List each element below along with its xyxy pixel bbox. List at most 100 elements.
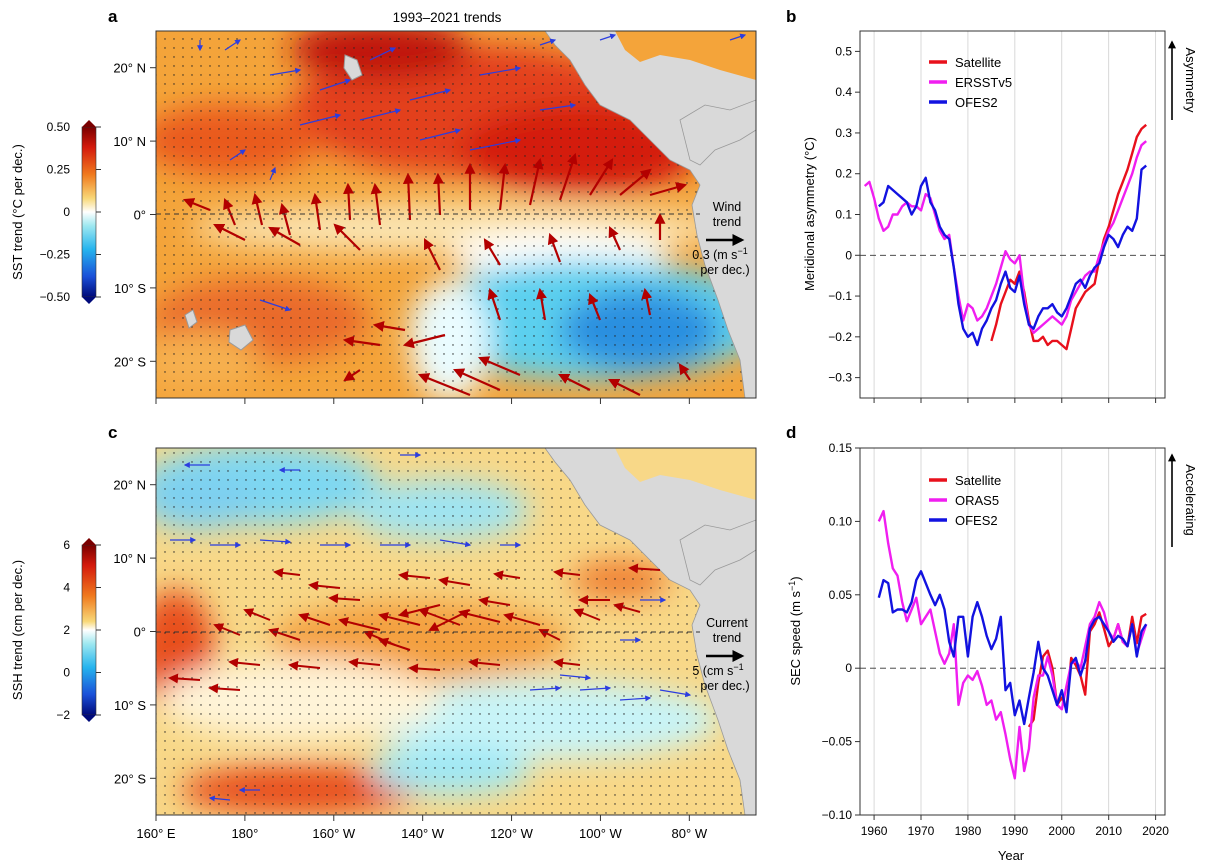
- colorbar-tick-label: −0.50: [40, 290, 71, 304]
- sst-colorbar-ticks: 0.50 0.25 0 −0.25 −0.50: [40, 120, 101, 304]
- y-tick-label: 0.5: [835, 44, 852, 58]
- y-tick-label: 0.15: [829, 441, 853, 455]
- colorbar-tick-label: 0: [63, 666, 70, 680]
- y-tick-label: 0.10: [829, 514, 853, 528]
- colorbar-tick-label: −0.25: [40, 248, 71, 262]
- island-3: [184, 309, 198, 329]
- lat-tick-label: 10° N: [113, 134, 146, 149]
- island-1: [343, 54, 363, 81]
- colorbar-tick-label: −2: [56, 708, 70, 722]
- panel-a-lon-ticks: [155, 398, 690, 404]
- panel-d-ylabel-end: ): [788, 576, 803, 580]
- lat-tick-label: 20° N: [113, 478, 146, 493]
- wind-trend-arrows: [182, 33, 747, 397]
- current-trend-arrows: [168, 452, 692, 802]
- panel-a-letter: a: [108, 7, 118, 26]
- colorbar-tick-label: 2: [63, 623, 70, 637]
- panel-d-ylabel: SEC speed (m s−1): [787, 576, 803, 685]
- sst-map-field: [156, 31, 756, 398]
- asymmetry-label: Asymmetry: [1183, 48, 1198, 114]
- current-legend-line4: per dec.): [700, 679, 749, 693]
- lon-tick-label: 100° W: [579, 826, 623, 841]
- caribbean-sea-c: [615, 448, 756, 500]
- series-line-ofes2: [877, 570, 1148, 726]
- y-tick-label: 0.1: [835, 208, 852, 222]
- lat-tick-label: 10° N: [113, 551, 146, 566]
- lat-tick-label: 0°: [134, 208, 146, 223]
- ssh-map-field: [156, 448, 756, 815]
- lon-tick-label: 140° W: [401, 826, 445, 841]
- current-trend-legend: Current trend 5 (cm s−1 per dec.): [692, 616, 749, 693]
- panel-c-lat-axis: 20° N 10° N 0° 10° S 20° S: [113, 478, 156, 786]
- lat-tick-label: 20° N: [113, 61, 146, 76]
- y-tick-label: −0.1: [828, 289, 852, 303]
- ssh-colorbar: 6 4 2 0 −2 SSH trend (cm per dec.): [10, 538, 101, 722]
- island-2: [228, 324, 254, 351]
- panel-b: b 0.5 0.4 0.3 0.2 0.1 0 −0.1 −0.2 −0.3 Satellite E…: [786, 7, 1198, 403]
- legend-label: ORAS5: [955, 493, 999, 508]
- panel-d-ylabel-sup: −1: [787, 581, 797, 591]
- current-legend-line3: 5 (cm s−1: [692, 662, 743, 678]
- legend-label: OFES2: [955, 95, 998, 110]
- wind-legend-sup: −1: [737, 246, 747, 256]
- ssh-colorbar-bar: [81, 544, 97, 716]
- lat-tick-label: 10° S: [114, 281, 146, 296]
- sst-colorbar-bottom-cap: [82, 297, 96, 304]
- ssh-colorbar-ticks: 6 4 2 0 −2: [56, 538, 101, 722]
- accelerating-label: Accelerating: [1183, 464, 1198, 536]
- y-tick-label: 0: [845, 661, 852, 675]
- chart-frame: [859, 30, 1166, 399]
- panel-a-title: 1993–2021 trends: [393, 10, 502, 25]
- panel-a-lat-axis: 20° N 10° N 0° 10° S 20° S: [113, 61, 156, 369]
- chart-b: 0.5 0.4 0.3 0.2 0.1 0 −0.1 −0.2 −0.3 Satellite ERS…: [828, 30, 1166, 403]
- x-tick-label: 2000: [1048, 824, 1075, 838]
- lat-tick-label: 20° S: [114, 771, 146, 786]
- ssh-colorbar-bottom-cap: [82, 715, 96, 722]
- panel-c: c: [10, 423, 757, 841]
- legend-label: ERSSTv5: [955, 75, 1012, 90]
- panel-c-letter: c: [108, 423, 117, 442]
- series-line-ersstv5: [863, 140, 1147, 334]
- wind-arrows-weak: [197, 33, 747, 312]
- x-tick-label: 1960: [861, 824, 888, 838]
- sst-colorbar-top-cap: [82, 120, 96, 127]
- panel-d: d 0.15 0.10 0.05 0 −0.05 −0.10 1960 1970 1980 199…: [786, 423, 1198, 863]
- lon-tick-label: 160° E: [136, 826, 176, 841]
- wind-arrows-strong: [182, 152, 691, 397]
- current-legend-line2: trend: [713, 631, 742, 645]
- central-america-land-c: [679, 519, 756, 586]
- y-tick-label: 0.4: [835, 85, 852, 99]
- legend-label: Satellite: [955, 55, 1001, 70]
- central-america-land: [679, 99, 756, 166]
- panel-d-xlabel: Year: [998, 848, 1025, 863]
- x-tick-label: 2010: [1095, 824, 1122, 838]
- chart-d: 0.15 0.10 0.05 0 −0.05 −0.10 1960 1970 1980 1990 2…: [822, 441, 1170, 838]
- panel-d-letter: d: [786, 423, 796, 442]
- y-tick-label: 0.2: [835, 167, 852, 181]
- x-tick-label: 1990: [1001, 824, 1028, 838]
- y-tick-label: 0: [845, 248, 852, 262]
- legend-label: Satellite: [955, 473, 1001, 488]
- wind-legend-line2: trend: [713, 215, 742, 229]
- series-line-satellite: [990, 123, 1147, 351]
- sst-colorbar: 0.50 0.25 0 −0.25 −0.50 SST trend (°C per de…: [10, 120, 101, 304]
- panel-c-lon-axis: 160° E 180° 160° W 140° W 120° W 100° W 80° W: [136, 815, 708, 841]
- current-arrows-strong: [168, 563, 661, 694]
- wind-legend-line3: 0.3 (m s−1: [692, 246, 747, 262]
- panel-b-ylabel: Meridional asymmetry (°C): [802, 137, 817, 291]
- sst-colorbar-label: SST trend (°C per dec.): [10, 144, 25, 280]
- ssh-colorbar-label: SSH trend (cm per dec.): [10, 560, 25, 700]
- y-tick-label: −0.2: [828, 330, 852, 344]
- colorbar-tick-label: 6: [63, 538, 70, 552]
- chart-frame: [859, 447, 1166, 816]
- lat-tick-label: 10° S: [114, 698, 146, 713]
- series-line-ofes2: [878, 164, 1147, 347]
- wind-legend-line1: Wind: [713, 200, 742, 214]
- series-line-oras5: [877, 509, 1148, 780]
- lat-tick-label: 20° S: [114, 354, 146, 369]
- y-tick-label: −0.05: [822, 735, 853, 749]
- panel-a: a 1993–2021 trends: [10, 7, 757, 404]
- lon-tick-label: 120° W: [490, 826, 534, 841]
- lon-tick-label: 160° W: [312, 826, 356, 841]
- x-tick-label: 1970: [908, 824, 935, 838]
